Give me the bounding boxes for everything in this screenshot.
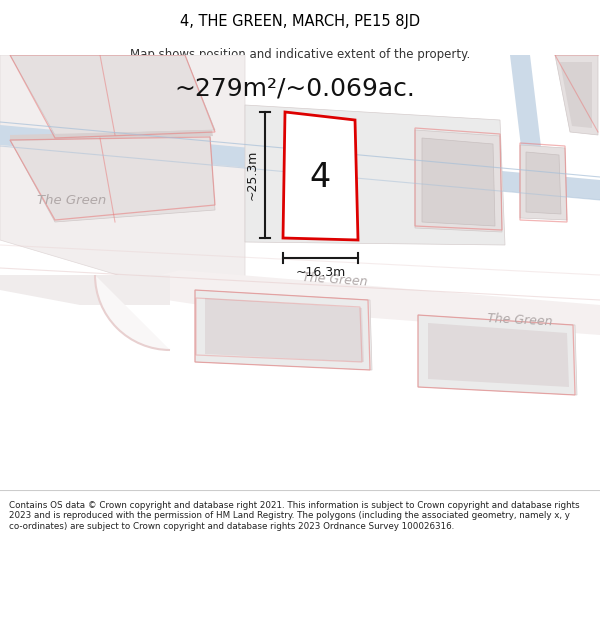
Polygon shape: [245, 105, 505, 245]
Polygon shape: [0, 125, 600, 200]
Text: Contains OS data © Crown copyright and database right 2021. This information is : Contains OS data © Crown copyright and d…: [9, 501, 580, 531]
Polygon shape: [10, 130, 213, 141]
Polygon shape: [95, 275, 170, 350]
Text: ~25.3m: ~25.3m: [245, 150, 259, 200]
Polygon shape: [10, 55, 215, 135]
Polygon shape: [418, 315, 577, 395]
Text: 4, THE GREEN, MARCH, PE15 8JD: 4, THE GREEN, MARCH, PE15 8JD: [180, 14, 420, 29]
Polygon shape: [10, 135, 215, 222]
Polygon shape: [555, 55, 598, 135]
Polygon shape: [422, 138, 495, 226]
Text: The Green: The Green: [37, 194, 107, 206]
Polygon shape: [560, 62, 592, 128]
Polygon shape: [526, 152, 561, 214]
Text: Map shows position and indicative extent of the property.: Map shows position and indicative extent…: [130, 48, 470, 61]
Polygon shape: [0, 55, 245, 305]
Polygon shape: [283, 112, 358, 240]
Polygon shape: [428, 323, 569, 387]
Polygon shape: [415, 130, 502, 232]
Polygon shape: [100, 270, 600, 335]
Polygon shape: [0, 275, 170, 305]
Polygon shape: [510, 55, 545, 180]
Text: ~16.3m: ~16.3m: [295, 266, 346, 279]
Text: The Green: The Green: [302, 271, 368, 289]
Polygon shape: [520, 145, 567, 220]
Text: 4: 4: [310, 161, 331, 194]
Polygon shape: [205, 298, 364, 362]
Text: The Green: The Green: [487, 312, 553, 328]
Polygon shape: [195, 290, 372, 370]
Text: ~279m²/~0.069ac.: ~279m²/~0.069ac.: [175, 76, 415, 100]
